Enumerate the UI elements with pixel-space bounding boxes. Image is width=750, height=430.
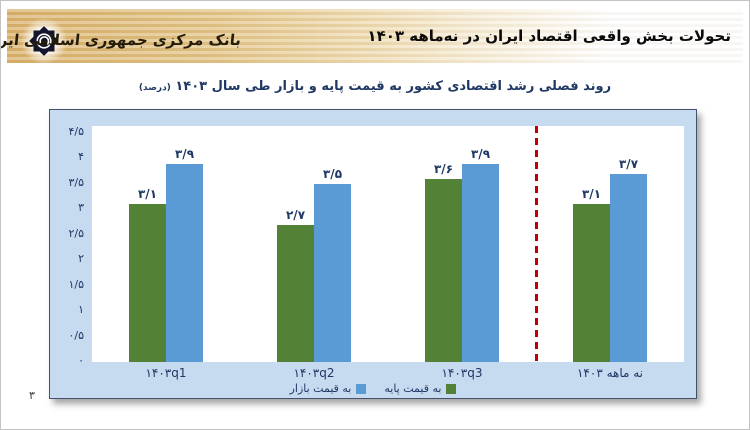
- bar: [314, 183, 351, 362]
- legend-label: به قیمت بازار: [289, 382, 352, 395]
- legend-label: به قیمت پایه: [384, 382, 442, 395]
- separator-dashed-line: [534, 126, 538, 362]
- bar-value-label: ۳/۹: [470, 146, 491, 161]
- plot-area: ۳/۱ ۳/۹ ۲/۷ ۳/۵ ۳/۶ ۳/۹ ۳/۱ ۳/۷: [92, 126, 684, 362]
- y-axis-tick-label: ۱: [78, 303, 84, 317]
- bar-value-label: ۳/۱: [581, 187, 602, 202]
- x-axis: ۱۴۰۳q1 ۱۴۰۳q2 ۱۴۰۳q3 نه ماهه ۱۴۰۳: [50, 366, 696, 382]
- bar: [425, 178, 462, 362]
- chart-title: روند فصلی رشد اقتصادی کشور به قیمت پایه …: [1, 79, 749, 94]
- legend-swatch: [356, 383, 367, 394]
- x-axis-label: ۱۴۰۳q1: [145, 366, 187, 380]
- bar-value-label: ۳/۱: [137, 187, 158, 202]
- bar-value-label: ۳/۹: [174, 146, 195, 161]
- y-axis-tick-label: ۲/۵: [68, 226, 84, 240]
- x-axis-label: نه ماهه ۱۴۰۳: [576, 366, 644, 380]
- bar: [573, 204, 610, 362]
- chart-title-text: روند فصلی رشد اقتصادی کشور به قیمت پایه …: [175, 79, 612, 94]
- chart-panel: ۰ ۰/۵ ۱ ۱/۵ ۲ ۲/۵ ۳ ۳/۵ ۴ ۴/۵ ۳/۱ ۳/۹ ۲/۷ ۳/۵ ۳/۶ ۳/۹ ۳…: [49, 109, 697, 399]
- y-axis-tick-label: ۴/۵: [68, 125, 84, 138]
- x-axis-label: ۱۴۰۳q2: [293, 366, 335, 380]
- bar-value-label: ۲/۷: [285, 207, 306, 222]
- bar: [277, 224, 314, 362]
- legend-swatch: [446, 383, 457, 394]
- bank-name-calligraphy: بانک مرکزی جمهوری اسلامی ایران: [0, 31, 242, 49]
- y-axis-tick-label: ۱/۵: [68, 277, 84, 291]
- bar: [166, 163, 203, 362]
- emblem-glow: [21, 18, 67, 64]
- bar: [462, 163, 499, 362]
- legend: به قیمت پایه به قیمت بازار: [50, 382, 696, 395]
- chart-title-unit: (درصد): [138, 83, 171, 93]
- bar-value-label: ۳/۷: [618, 156, 639, 171]
- x-axis-label: ۱۴۰۳q3: [441, 366, 483, 380]
- page-number: ۳: [29, 389, 35, 402]
- bar-value-label: ۳/۶: [433, 161, 454, 176]
- y-axis-tick-label: ۰: [78, 354, 84, 367]
- legend-item: به قیمت بازار: [290, 382, 367, 395]
- report-title: تحولات بخش واقعی اقتصاد ایران در نه‌ماهه…: [367, 27, 731, 45]
- y-axis-tick-label: ۳/۵: [68, 175, 84, 189]
- y-axis-tick-label: ۳: [78, 201, 84, 215]
- y-axis: ۰ ۰/۵ ۱ ۱/۵ ۲ ۲/۵ ۳ ۳/۵ ۴ ۴/۵: [50, 110, 90, 398]
- legend-item: به قیمت پایه: [384, 382, 457, 395]
- y-axis-tick-label: ۴: [78, 150, 84, 164]
- header-banner: بانک مرکزی جمهوری اسلامی ایران تحولات بخ…: [0, 9, 743, 64]
- bar: [610, 173, 647, 362]
- y-axis-tick-label: ۰/۵: [68, 328, 84, 342]
- central-bank-emblem-icon: [29, 26, 59, 56]
- bar: [129, 204, 166, 362]
- bar-value-label: ۳/۵: [322, 166, 343, 181]
- y-axis-tick-label: ۲: [78, 252, 84, 266]
